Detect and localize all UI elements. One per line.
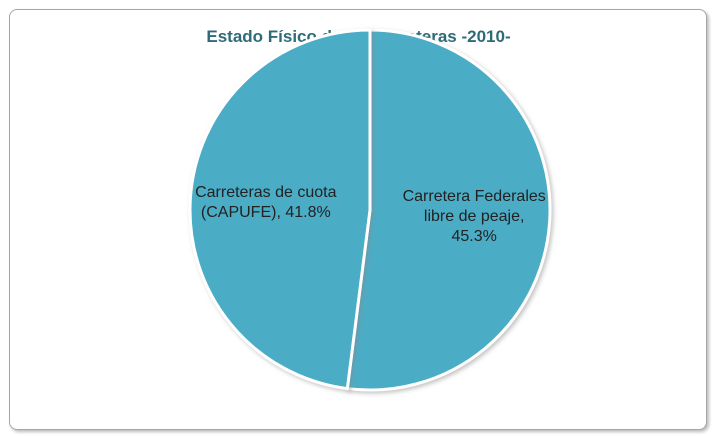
- pie-slice: [188, 28, 372, 391]
- data-label: Carreteras de cuota (CAPUFE), 41.8%: [195, 184, 337, 222]
- data-label: Carretera Federales libre de peaje, 45.3…: [402, 187, 546, 245]
- pie-slice: [345, 28, 552, 392]
